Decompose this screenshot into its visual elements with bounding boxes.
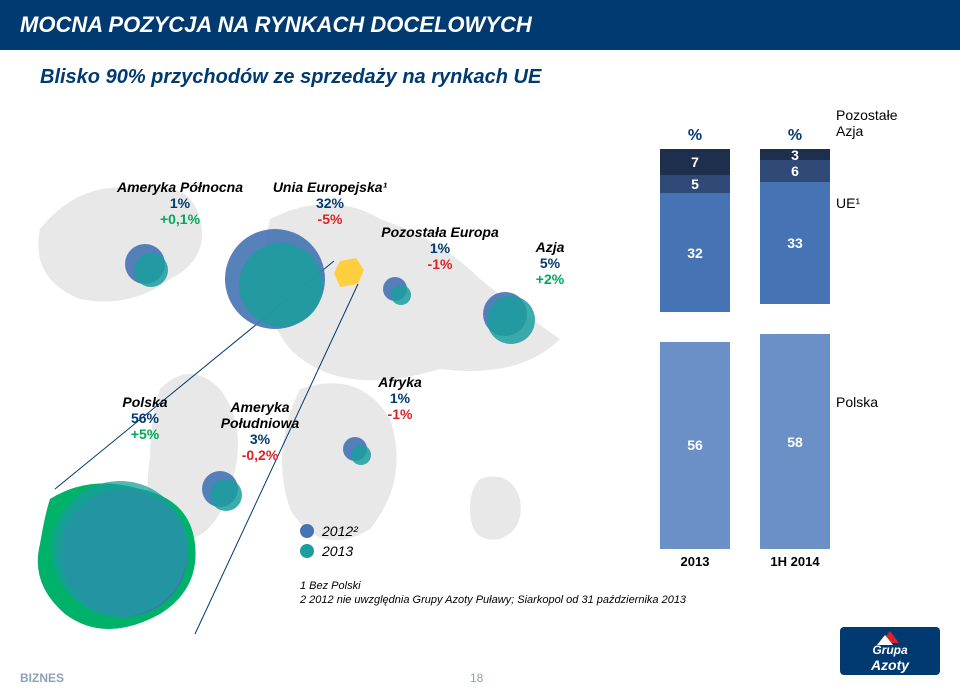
region-label-sa: Ameryka Południowa3%-0,2% <box>190 399 330 463</box>
poland-zoom <box>30 469 210 639</box>
bar-1H 2014: %363358 <box>760 149 830 549</box>
legend: 2012² 2013 <box>300 519 358 563</box>
region-label-na: Ameryka Północna1%+0,1% <box>110 179 250 227</box>
bubble-2013-eu <box>239 243 323 327</box>
legend-item: 2012² <box>300 523 358 539</box>
bubble-2013-rest <box>391 285 411 305</box>
bar-foot: 1H 2014 <box>760 554 830 569</box>
seg-UE¹: 33 <box>760 182 830 304</box>
footnotes: 1 Bez Polski2 2012 nie uwzględnia Grupy … <box>300 579 686 608</box>
seg-Polska: 56 <box>660 342 730 549</box>
bar-foot: 2013 <box>660 554 730 569</box>
page-number: 18 <box>470 671 483 685</box>
page-title: MOCNA POZYCJA NA RYNKACH DOCELOWYCH <box>0 0 960 50</box>
bubble-2013-asia <box>487 296 535 344</box>
company-logo: Grupa Azoty <box>840 627 940 675</box>
region-label-af: Afryka1%-1% <box>330 374 470 422</box>
map-area: Ameryka Północna1%+0,1%Unia Europejska¹3… <box>0 89 640 649</box>
seg-Azja: 5 <box>660 175 730 194</box>
bar-label-Pozostałe: Pozostałe <box>836 107 897 123</box>
seg-Pozostałe: 3 <box>760 149 830 160</box>
bubble-2013-af <box>351 445 371 465</box>
main-content: Ameryka Północna1%+0,1%Unia Europejska¹3… <box>0 89 960 649</box>
subtitle: Blisko 90% przychodów ze sprzedaży na ry… <box>0 50 960 89</box>
bar-label-UE¹: UE¹ <box>836 195 860 211</box>
seg-UE¹: 32 <box>660 193 730 311</box>
seg-Azja: 6 <box>760 160 830 182</box>
note: 2 2012 nie uwzględnia Grupy Azoty Puławy… <box>300 593 686 607</box>
region-label-eu: Unia Europejska¹32%-5% <box>260 179 400 227</box>
stacked-bar-chart: %7532562013%3633581H 2014PozostałeAzjaUE… <box>640 109 900 609</box>
legend-item: 2013 <box>300 543 358 559</box>
note: 1 Bez Polski <box>300 579 686 593</box>
region-label-asia: Azja5%+2% <box>480 239 620 287</box>
seg-Polska: 58 <box>760 334 830 549</box>
footer: BIZNES 18 Grupa Azoty <box>0 663 960 693</box>
bubble-2013-sa <box>210 479 242 511</box>
bar-label-Azja: Azja <box>836 123 863 139</box>
bubble-2013-na <box>134 253 168 287</box>
section-label: BIZNES <box>20 671 64 685</box>
seg-Pozostałe: 7 <box>660 149 730 175</box>
bar-2013: %753256 <box>660 149 730 549</box>
bar-label-Polska: Polska <box>836 394 878 410</box>
poland-bubble-2013 <box>52 481 188 617</box>
